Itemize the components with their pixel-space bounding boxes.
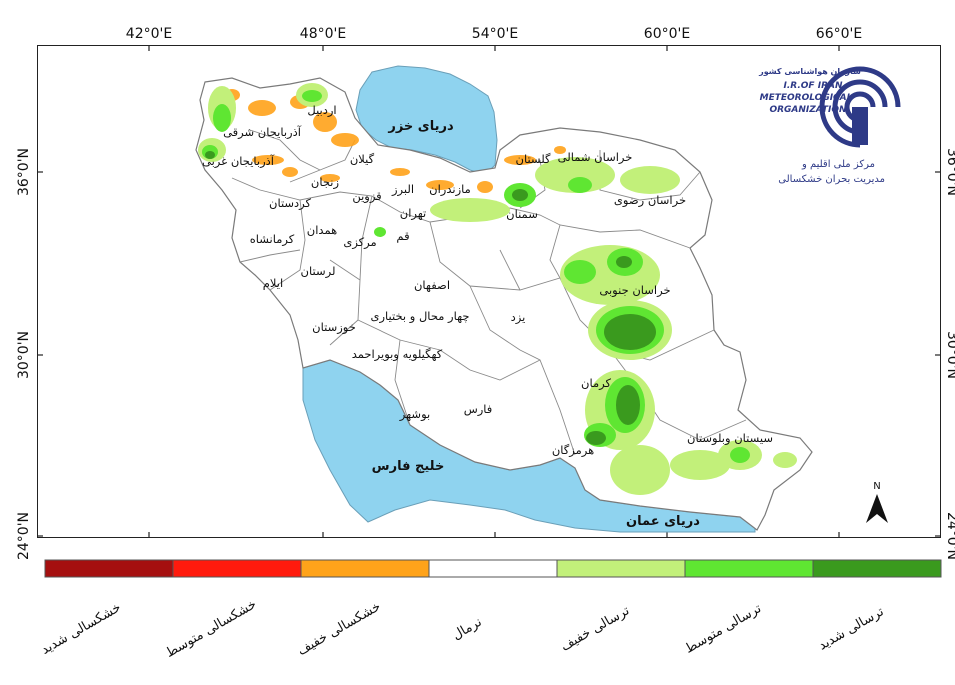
province-label: گلستان <box>516 152 551 166</box>
svg-text:ORGANIZATION: ORGANIZATION <box>769 105 847 115</box>
legend: خشکسالی شدید خشکسالی متوسط خشکسالی خفیف نرم… <box>39 559 942 661</box>
lat-tick-label: 30°0'N <box>944 331 955 379</box>
legend-swatch <box>300 559 430 578</box>
legend-swatch <box>556 559 686 578</box>
province-labels: اردبیل آذربایجان شرقی آذربایجان غربی گیل… <box>202 103 773 458</box>
legend-label: ترسالی متوسط <box>683 601 765 657</box>
province-label: چهار محال و بختیاری <box>370 309 469 324</box>
province-label: کرمانشاه <box>250 232 295 247</box>
severe-wet-areas <box>205 151 656 445</box>
legend-swatch <box>428 559 558 578</box>
lat-tick-label: 36°0'N <box>16 148 32 196</box>
province-label: قزوین <box>352 189 381 204</box>
province-label: مازندران <box>429 182 471 197</box>
province-label: کرمان <box>581 376 611 391</box>
svg-text:I.R.OF IRAN: I.R.OF IRAN <box>784 81 843 91</box>
north-arrow-icon: N <box>866 481 888 523</box>
legend-swatch <box>812 559 942 578</box>
lon-tick-label: 60°0'E <box>644 26 690 42</box>
province-label: فارس <box>464 402 493 417</box>
province-label: خراسان رضوی <box>614 193 686 208</box>
lon-tick-label: 48°0'E <box>300 26 346 42</box>
svg-text:N: N <box>873 481 880 492</box>
lon-tick-label: 42°0'E <box>126 26 172 42</box>
lat-tick-label: 36°0'N <box>944 148 955 196</box>
lon-tick-label: 54°0'E <box>472 26 518 42</box>
province-label: اصفهان <box>414 278 450 292</box>
province-label: آذربایجان شرقی <box>223 125 302 140</box>
province-label: مرکزی <box>343 235 376 250</box>
meteorological-organization-logo: سازمان هواشناسی کشور I.R.OF IRAN METEORO… <box>758 66 901 185</box>
province-label: همدان <box>307 223 337 237</box>
legend-label: نرمال <box>450 615 484 644</box>
province-label: خوزستان <box>312 320 356 335</box>
province-label: بوشهر <box>399 407 430 422</box>
legend-swatch <box>44 559 174 578</box>
province-label: زنجان <box>311 175 339 190</box>
lat-tick-label: 24°0'N <box>944 512 955 560</box>
province-label: البرز <box>391 182 414 197</box>
oman-sea-label: دریای عمان <box>626 514 700 529</box>
svg-text:مدیریت بحران خشکسالی: مدیریت بحران خشکسالی <box>778 174 885 185</box>
legend-label: ترسالی شدید <box>816 604 887 654</box>
province-label: کهگیلویه وبویراحمد <box>352 347 443 362</box>
svg-text:METEOROLOGICAL: METEOROLOGICAL <box>760 93 853 103</box>
province-label: تهران <box>400 206 427 221</box>
svg-text:مرکز ملی اقلیم و: مرکز ملی اقلیم و <box>801 159 875 170</box>
province-label: خراسان جنوبی <box>599 283 670 298</box>
province-label: آذربایجان غربی <box>202 154 275 169</box>
legend-label: خشکسالی متوسط <box>163 597 259 661</box>
province-label: قم <box>396 229 409 243</box>
persian-gulf-label: خلیج فارس <box>372 459 445 474</box>
legend-swatch <box>684 559 814 578</box>
province-label: خراسان شمالی <box>558 150 633 165</box>
province-label: سیستان وبلوستان <box>687 431 773 446</box>
legend-label: خشکسالی شدید <box>39 600 124 658</box>
lat-tick-label: 24°0'N <box>16 512 32 560</box>
caspian-sea-label: دریای خزر <box>387 119 454 134</box>
legend-swatch <box>172 559 302 578</box>
province-label: گیلان <box>350 152 375 166</box>
province-label: کردستان <box>269 196 312 211</box>
province-label: اردبیل <box>307 103 336 118</box>
lon-tick-label: 66°0'E <box>816 26 862 42</box>
province-label: سمنان <box>506 207 538 221</box>
svg-text:سازمان هواشناسی کشور: سازمان هواشناسی کشور <box>758 67 861 76</box>
province-label: لرستان <box>301 264 336 279</box>
legend-label: ترسالی خفیف <box>558 603 632 654</box>
legend-label: خشکسالی خفیف <box>295 599 383 659</box>
province-label: ایلام <box>263 276 283 290</box>
province-label: هرمزگان <box>552 443 594 458</box>
province-label: یزد <box>511 310 526 325</box>
tick-marks <box>37 45 941 538</box>
lat-tick-label: 30°0'N <box>16 331 32 379</box>
